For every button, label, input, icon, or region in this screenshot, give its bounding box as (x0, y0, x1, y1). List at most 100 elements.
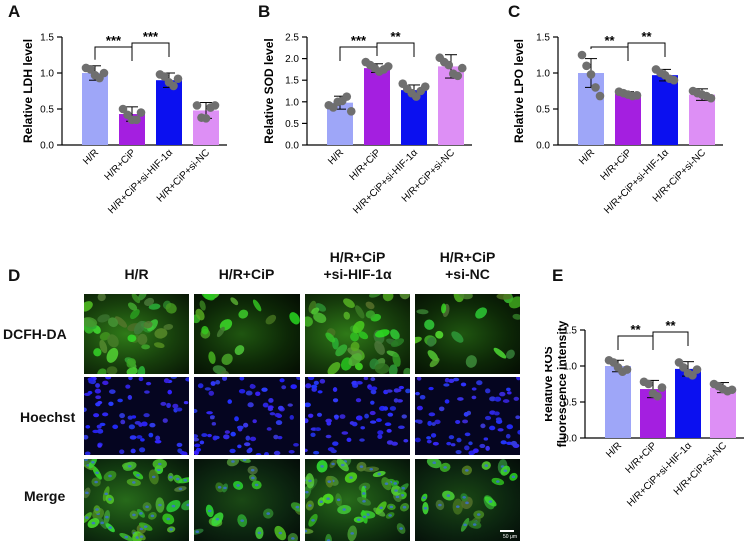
cell (165, 302, 177, 314)
nucleus (513, 396, 520, 401)
nucleus (497, 428, 504, 432)
nucleus (94, 388, 102, 394)
nucleus (308, 504, 312, 507)
nucleus (223, 486, 227, 490)
nucleus (476, 380, 483, 386)
chart-e-point-1-3 (653, 391, 662, 401)
nucleus (316, 412, 323, 417)
nucleus (307, 377, 315, 381)
nucleus (139, 535, 144, 538)
nucleus (289, 415, 294, 420)
chart-b-xlabel-0: H/R (326, 147, 346, 167)
nucleus (261, 387, 268, 392)
nucleus (102, 412, 109, 417)
cell (416, 309, 429, 315)
cell (127, 334, 137, 342)
nucleus (393, 482, 398, 485)
micrograph-hoechst-si-hif (305, 377, 410, 455)
cell (144, 297, 155, 307)
nucleus (132, 481, 136, 484)
nucleus (313, 380, 319, 385)
micrograph-hoechst-si-nc (415, 377, 520, 455)
nucleus (177, 448, 183, 454)
nucleus (355, 415, 363, 421)
chart-a-point-3-2 (201, 114, 211, 123)
nucleus (255, 453, 262, 455)
nucleus (485, 388, 491, 394)
nucleus (502, 399, 510, 403)
nucleus (262, 402, 269, 408)
nucleus (238, 388, 246, 394)
nucleus (325, 418, 332, 423)
nucleus (245, 435, 251, 441)
nucleus (127, 464, 132, 468)
chart-a-point-2-3 (169, 81, 178, 91)
nucleus (127, 415, 133, 420)
nucleus (499, 391, 506, 397)
chart-c-xlabel-2: H/R+CiP+si-HIF-1α (602, 147, 671, 216)
micrograph-merge-hr-cip (194, 459, 300, 541)
cell (84, 301, 93, 312)
chart-e-xlabel-0: H/R (604, 440, 624, 460)
nucleus (145, 381, 152, 386)
chart-c-point-0-1 (582, 61, 591, 71)
nucleus (327, 480, 332, 483)
nucleus (257, 531, 262, 535)
nucleus (495, 417, 502, 421)
panel-label-a: A (8, 2, 21, 21)
nucleus (426, 436, 432, 440)
chart-b-point-0-5 (346, 107, 356, 116)
nucleus (305, 490, 309, 494)
cell (97, 368, 107, 374)
cell (350, 341, 360, 352)
cell (365, 301, 375, 310)
chart-c-xlabel-1: H/R+CiP (599, 147, 635, 183)
nucleus (384, 482, 389, 485)
nucleus (360, 426, 365, 430)
cell (352, 320, 365, 334)
nucleus (127, 395, 133, 400)
nucleus (195, 530, 200, 534)
cell (424, 319, 435, 330)
nucleus (320, 465, 324, 468)
nucleus (476, 513, 481, 516)
nucleus (242, 459, 247, 462)
nucleus (217, 486, 222, 489)
nucleus (247, 402, 254, 408)
cell-texture (194, 459, 300, 541)
nucleus (428, 386, 434, 391)
nucleus (119, 413, 125, 419)
chart-e-point-2-1 (679, 363, 688, 372)
chart-a-sig-bracket-0 (94, 46, 133, 61)
nucleus (95, 471, 99, 475)
nucleus (377, 434, 383, 440)
nucleus (384, 422, 392, 427)
chart-e-xlabel-1: H/R+CiP (624, 440, 660, 476)
chart-b-ytick-label-3: 1.5 (285, 76, 299, 87)
nucleus (95, 383, 101, 388)
cell (107, 317, 119, 328)
chart-c-point-0-2 (586, 70, 596, 79)
cell (496, 294, 512, 300)
nucleus (386, 389, 393, 393)
micrograph-dcfh-si-hif (305, 294, 410, 374)
nucleus (359, 465, 364, 468)
cell (133, 320, 145, 335)
cell-texture (421, 459, 518, 532)
chart-a-point-3-0 (192, 101, 202, 110)
nucleus (332, 441, 339, 446)
nucleus (405, 388, 410, 394)
nucleus (227, 399, 232, 404)
chart-c-bar-1 (615, 93, 641, 145)
nucleus (394, 489, 398, 492)
nucleus (149, 422, 156, 428)
nucleus (273, 434, 279, 440)
chart-e-point-2-3 (688, 371, 697, 380)
chart-a-point-3-4 (210, 101, 220, 110)
nucleus (362, 499, 366, 503)
cell (374, 363, 390, 374)
micrograph-dcfh-si-nc (415, 294, 520, 374)
nucleus (363, 377, 369, 381)
nucleus (444, 377, 450, 383)
nucleus (332, 398, 339, 403)
